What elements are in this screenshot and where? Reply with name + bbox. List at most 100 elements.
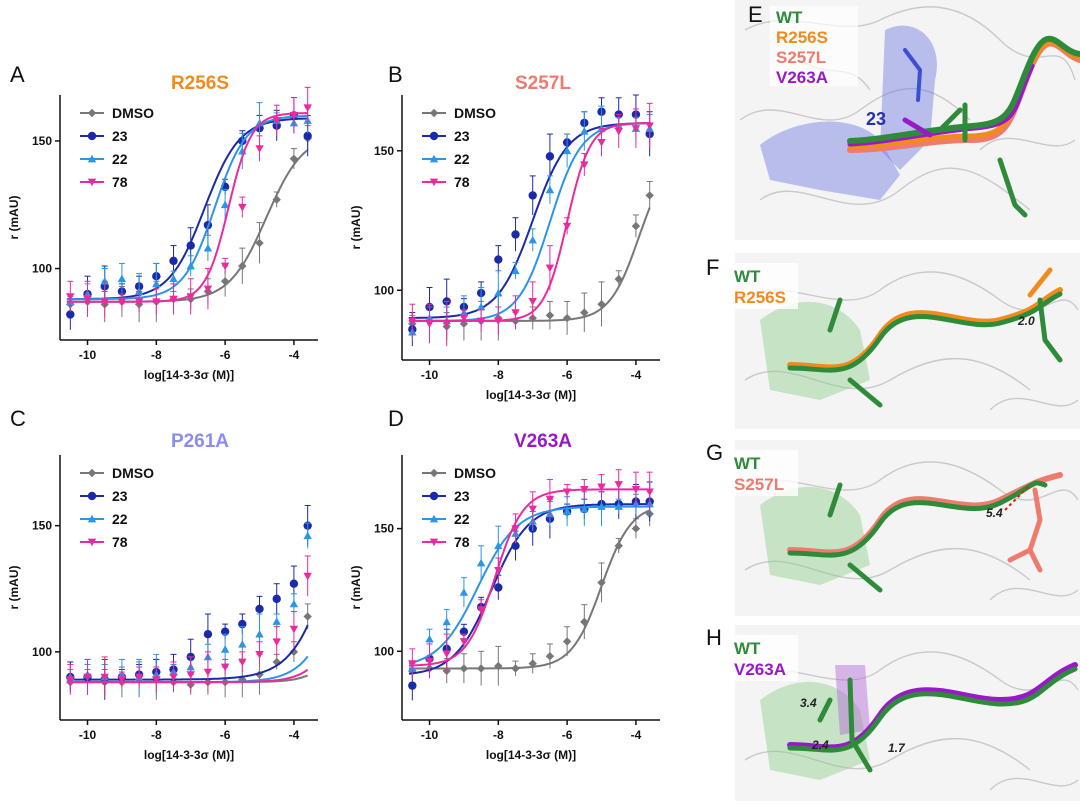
data-point	[459, 588, 469, 596]
data-point	[511, 664, 520, 673]
data-point	[408, 660, 417, 668]
data-point	[152, 279, 161, 288]
x-tick-label: -6	[220, 348, 231, 362]
y-axis-label: r (mAU)	[7, 195, 21, 239]
panel-label-f: F	[706, 255, 719, 280]
structure-panel-h: 3.4 2.4 1.7 H WT V263A	[706, 625, 1080, 801]
data-point	[597, 300, 606, 309]
data-point	[562, 507, 572, 515]
legend-label: 78	[454, 534, 470, 550]
data-point	[545, 185, 555, 194]
chart-title: P261A	[171, 431, 229, 452]
legend-marker	[429, 131, 439, 141]
data-point	[255, 604, 264, 614]
legend-label: 22	[454, 511, 470, 527]
data-point	[494, 566, 503, 575]
x-axis-label: log[14-3-3σ (M)]	[486, 748, 576, 762]
data-point	[238, 203, 247, 212]
ligand-label: 23	[866, 109, 886, 129]
legend-label: 78	[112, 174, 128, 190]
data-point	[220, 200, 230, 209]
legend-marker	[87, 131, 97, 141]
data-point	[83, 673, 92, 682]
data-point	[203, 668, 213, 677]
legend-marker	[87, 514, 97, 523]
ligand-surface	[760, 681, 870, 780]
chart-title: S257L	[515, 73, 571, 94]
y-tick-label: 150	[32, 519, 52, 533]
data-point	[186, 261, 195, 270]
distance-label-a: 3.4	[800, 696, 817, 710]
data-point	[562, 146, 572, 155]
legend-label: 78	[454, 174, 470, 190]
structure-legend-background	[728, 450, 798, 496]
legend-s257l: S257L	[776, 48, 826, 67]
legend-marker	[429, 154, 439, 163]
series-23	[66, 504, 312, 700]
panel-label-d: D	[388, 406, 404, 431]
series-78	[408, 102, 654, 347]
legend-r256s: R256S	[734, 288, 786, 307]
data-point	[255, 145, 264, 153]
legend-marker	[429, 491, 439, 501]
x-tick-label: -4	[289, 348, 300, 362]
legend-label: DMSO	[454, 465, 496, 481]
series-dmso	[66, 125, 312, 323]
data-point	[614, 502, 623, 510]
ligand-surface	[760, 486, 870, 585]
data-point	[631, 221, 641, 231]
data-point	[597, 502, 606, 510]
data-point	[511, 266, 520, 275]
data-point	[580, 127, 589, 135]
data-point	[545, 264, 555, 273]
legend-marker	[429, 468, 439, 478]
chart-panel-c: C P261A -10 -8 -6 -4 100 150 log[14-3-3σ (M)] r (…	[7, 406, 318, 762]
y-tick-label: 150	[374, 522, 394, 536]
data-point	[289, 112, 299, 120]
x-tick-label: -8	[493, 728, 504, 742]
data-point	[83, 295, 92, 304]
x-tick-label: -8	[493, 368, 504, 382]
data-point	[614, 274, 623, 284]
structure-legend-background	[770, 6, 858, 86]
data-point	[220, 262, 230, 271]
data-point	[545, 652, 555, 661]
x-tick-label: -4	[631, 368, 642, 382]
legend-marker	[87, 154, 97, 163]
fit-curve	[408, 122, 650, 322]
data-point	[562, 222, 572, 231]
data-point	[203, 285, 213, 294]
data-point	[66, 293, 75, 301]
data-point	[476, 302, 486, 311]
data-point	[289, 599, 299, 608]
data-point	[645, 488, 654, 497]
data-point	[169, 256, 178, 266]
data-point	[117, 274, 127, 283]
legend-label: DMSO	[112, 465, 154, 481]
data-point	[100, 298, 109, 306]
y-tick-label: 100	[374, 644, 394, 658]
distance-label-b: 2.4	[811, 738, 829, 752]
legend-v263a: V263A	[776, 68, 828, 87]
data-point	[528, 505, 537, 514]
chart-panels: A R256S -10 -8 -6 -4 100 150 log[14-3-3σ (M)] r (…	[7, 62, 660, 762]
x-tick-label: -6	[220, 728, 231, 742]
x-tick-label: -6	[562, 368, 573, 382]
data-point	[272, 117, 281, 125]
data-point	[476, 606, 486, 614]
series-78	[66, 86, 312, 323]
data-point	[528, 235, 537, 244]
data-point	[562, 488, 572, 497]
data-point	[511, 525, 520, 533]
chart-title: R256S	[171, 73, 229, 94]
x-tick-label: -8	[151, 348, 162, 362]
series-23	[408, 94, 654, 347]
peptide-backbones	[787, 267, 1063, 408]
chart-panel-a: A R256S -10 -8 -6 -4 100 150 log[14-3-3σ (M)] r (…	[7, 62, 318, 382]
peptide-backbones	[787, 662, 1078, 773]
data-point	[597, 578, 606, 587]
data-point	[134, 298, 144, 306]
distance-label: 2.0	[1017, 314, 1035, 328]
y-tick-label: 100	[32, 262, 52, 276]
data-point	[597, 139, 606, 147]
